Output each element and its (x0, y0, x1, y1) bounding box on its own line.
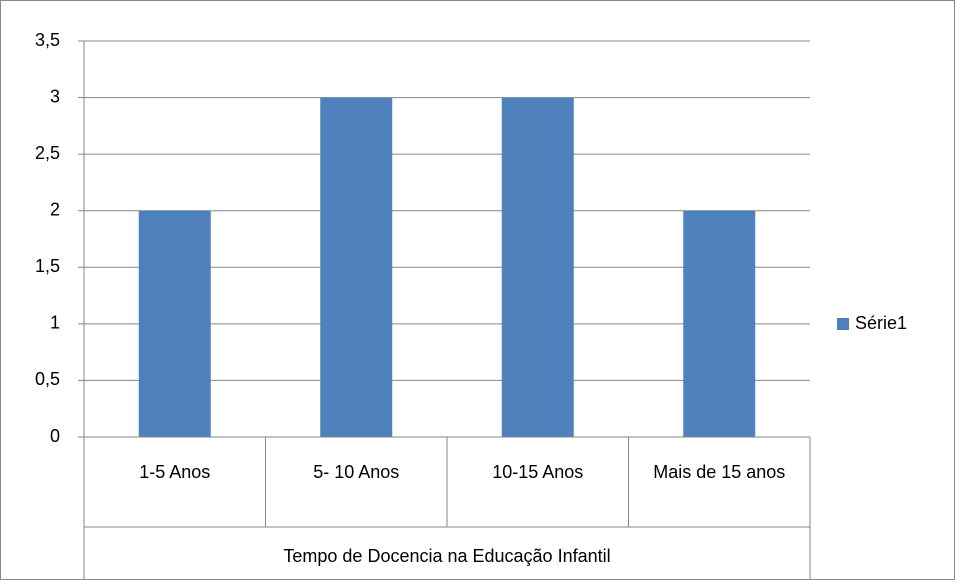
bar (138, 210, 211, 437)
legend-label: Série1 (855, 313, 907, 333)
y-tick-label: 2 (50, 199, 60, 219)
x-tick-label: Mais de 15 anos (653, 462, 786, 482)
y-tick-label: 1,5 (35, 256, 60, 276)
x-tick-label: 10-15 Anos (492, 462, 584, 482)
bar (320, 97, 393, 438)
y-tick-label: 1 (50, 313, 60, 333)
bar (501, 97, 574, 438)
y-tick-label: 0 (50, 426, 60, 446)
bar (683, 210, 756, 437)
x-tick-label: 1-5 Anos (139, 462, 211, 482)
x-tick-label: 5- 10 Anos (313, 462, 400, 482)
x-axis-label: Tempo de Docencia na Educação Infantil (283, 546, 610, 566)
y-tick-label: 3 (50, 86, 60, 106)
legend-swatch (837, 318, 849, 330)
y-tick-label: 3,5 (35, 30, 60, 50)
y-tick-label: 0,5 (35, 369, 60, 389)
y-tick-label: 2,5 (35, 143, 60, 163)
